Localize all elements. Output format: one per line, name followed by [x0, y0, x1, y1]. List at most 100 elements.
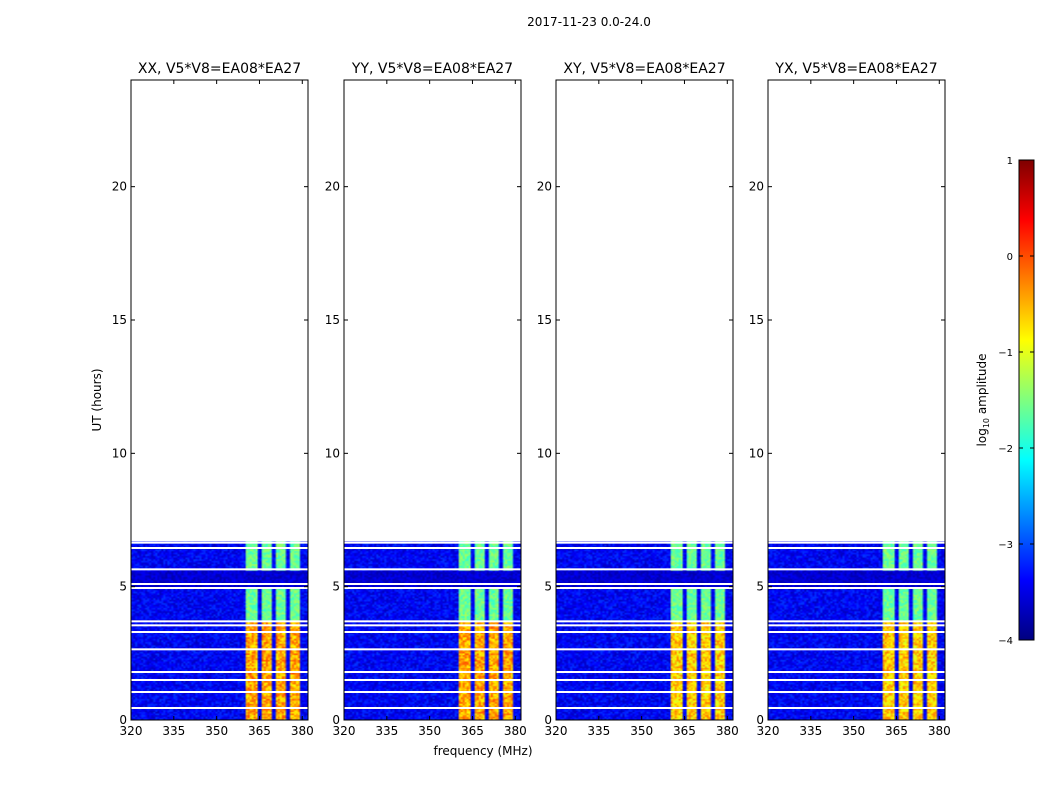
flagged-row	[556, 541, 733, 544]
flagged-row	[556, 587, 733, 589]
y-tick-label: 5	[756, 580, 764, 594]
flagged-row	[131, 547, 308, 549]
x-tick-label: 320	[757, 724, 780, 738]
y-tick-label: 15	[537, 313, 552, 327]
axes-frame	[767, 79, 946, 721]
flagged-row	[344, 631, 521, 633]
y-tick-label: 5	[119, 580, 127, 594]
flagged-row	[131, 691, 308, 693]
panel-title: YY, V5*V8=EA08*EA27	[351, 61, 513, 77]
x-tick-label: 350	[842, 724, 865, 738]
flagged-row	[556, 679, 733, 681]
x-tick-label: 365	[885, 724, 908, 738]
x-tick-label: 320	[333, 724, 356, 738]
x-tick-label: 365	[673, 724, 696, 738]
y-tick-label: 0	[756, 713, 764, 727]
flagged-row	[556, 583, 733, 585]
flagged-row	[344, 648, 521, 651]
y-axis-label: UT (hours)	[90, 368, 104, 431]
heatmap-image	[768, 541, 945, 720]
panel-xx: XX, V5*V8=EA08*EA27 320 335 350 365 380 0 5 10 15…	[112, 61, 314, 738]
panel-yx: YX, V5*V8=EA08*EA27 320 335 350 365 380 0 5 10 15…	[749, 61, 951, 738]
x-tick-label: 320	[120, 724, 143, 738]
flagged-row	[556, 648, 733, 651]
flagged-row	[344, 679, 521, 681]
x-tick-label: 335	[375, 724, 398, 738]
x-axis-label: frequency (MHz)	[433, 744, 532, 758]
y-tick-label: 15	[325, 313, 340, 327]
panel-title: YX, V5*V8=EA08*EA27	[774, 61, 937, 77]
flagged-row	[344, 620, 521, 623]
flagged-row	[131, 587, 308, 589]
panel-title: XY, V5*V8=EA08*EA27	[563, 61, 725, 77]
flagged-row	[768, 624, 945, 627]
heatmap-image	[556, 541, 733, 720]
flagged-row	[131, 679, 308, 681]
x-tick-label: 380	[291, 724, 314, 738]
y-tick-label: 10	[325, 446, 340, 460]
figure-suptitle: 2017-11-23 0.0-24.0	[527, 15, 651, 29]
x-tick-label: 365	[461, 724, 484, 738]
y-tick-label: 20	[325, 180, 340, 194]
x-tick-label: 335	[799, 724, 822, 738]
flagged-row	[131, 648, 308, 651]
flagged-row	[768, 568, 945, 571]
flagged-row	[556, 624, 733, 627]
flagged-row	[131, 671, 308, 673]
y-tick-label: 0	[544, 713, 552, 727]
flagged-row	[344, 547, 521, 549]
x-tick-label: 320	[545, 724, 568, 738]
axes-frame	[555, 79, 734, 721]
flagged-row	[344, 707, 521, 709]
flagged-row	[768, 631, 945, 633]
colorbar-tick-label: −1	[998, 348, 1013, 359]
axes-frame	[130, 79, 309, 721]
y-tick-label: 10	[537, 446, 552, 460]
flagged-row	[768, 648, 945, 651]
x-tick-label: 380	[504, 724, 527, 738]
flagged-row	[768, 620, 945, 623]
flagged-row	[131, 631, 308, 633]
x-tick-label: 380	[716, 724, 739, 738]
y-tick-label: 20	[749, 180, 764, 194]
y-tick-label: 5	[332, 580, 340, 594]
flagged-row	[344, 671, 521, 673]
flagged-row	[344, 624, 521, 627]
flagged-row	[768, 679, 945, 681]
flagged-row	[768, 541, 945, 544]
flagged-row	[131, 624, 308, 627]
panels: XX, V5*V8=EA08*EA27 320 335 350 365 380 0 5 10 15…	[112, 61, 951, 738]
y-tick-label: 5	[544, 580, 552, 594]
flagged-row	[556, 707, 733, 709]
flagged-row	[768, 671, 945, 673]
x-tick-label: 350	[205, 724, 228, 738]
colorbar-tick-label: 1	[1007, 156, 1013, 167]
flagged-row	[344, 583, 521, 585]
x-tick-label: 350	[630, 724, 653, 738]
y-tick-label: 10	[112, 446, 127, 460]
flagged-row	[768, 707, 945, 709]
colorbar-tick-label: 0	[1007, 252, 1013, 263]
flagged-row	[556, 547, 733, 549]
colorbar-tick-label: −4	[998, 636, 1013, 647]
y-tick-label: 15	[112, 313, 127, 327]
x-tick-label: 335	[587, 724, 610, 738]
y-tick-label: 10	[749, 446, 764, 460]
flagged-row	[768, 547, 945, 549]
heatmap-image	[344, 541, 521, 720]
panel-title: XX, V5*V8=EA08*EA27	[138, 61, 301, 77]
flagged-row	[768, 583, 945, 585]
flagged-row	[556, 671, 733, 673]
flagged-row	[556, 691, 733, 693]
flagged-row	[556, 620, 733, 623]
colorbar-label: log10 amplitude	[975, 354, 991, 447]
flagged-row	[344, 541, 521, 544]
y-tick-label: 0	[119, 713, 127, 727]
flagged-row	[768, 691, 945, 693]
colorbar-tick-label: −2	[998, 444, 1013, 455]
y-tick-label: 15	[749, 313, 764, 327]
y-tick-label: 0	[332, 713, 340, 727]
panel-xy: XY, V5*V8=EA08*EA27 320 335 350 365 380 0 5 10 15…	[537, 61, 739, 738]
y-tick-label: 20	[112, 180, 127, 194]
